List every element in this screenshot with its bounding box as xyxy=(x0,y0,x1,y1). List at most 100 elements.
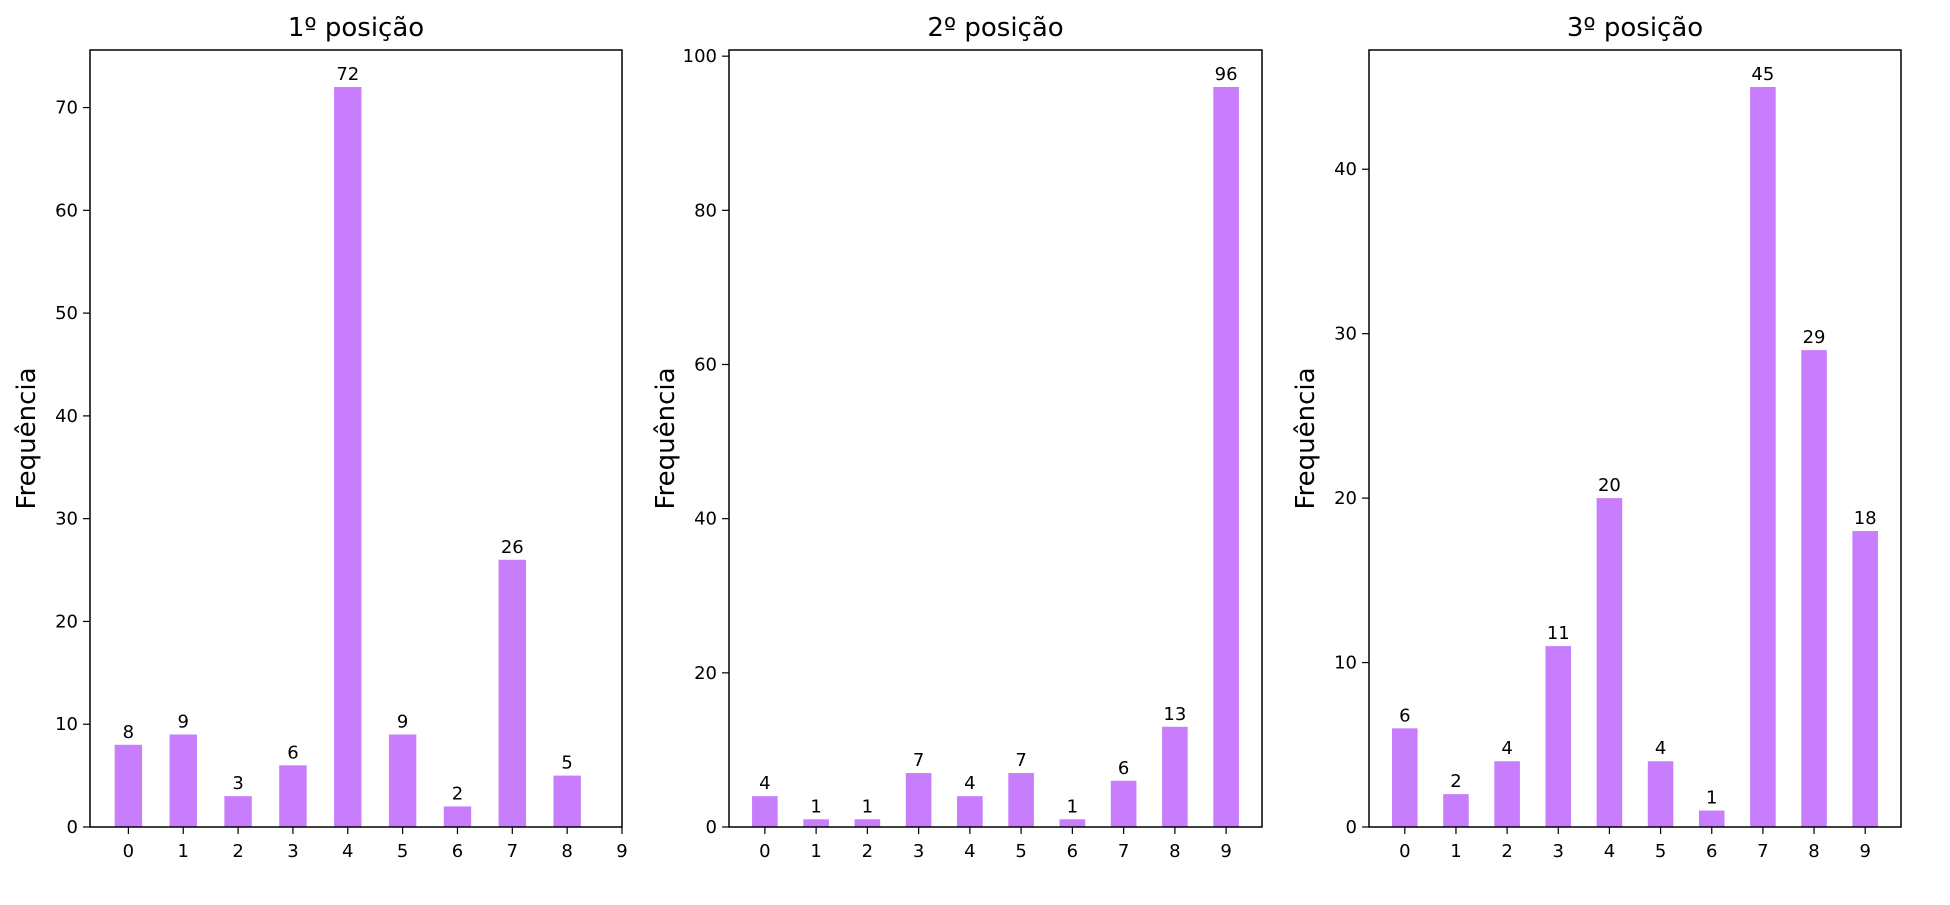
y-tick-label: 20 xyxy=(1334,488,1357,509)
data-label-0: 6 xyxy=(1399,705,1410,726)
y-tick-label: 60 xyxy=(55,200,78,221)
bar-0 xyxy=(1392,728,1418,827)
x-tick-label: 2 xyxy=(232,841,243,862)
x-tick-label: 6 xyxy=(1067,841,1078,862)
bar-3 xyxy=(905,773,932,827)
data-label-2: 1 xyxy=(862,796,873,817)
bar-0 xyxy=(114,744,143,827)
x-tick-label: 0 xyxy=(123,841,134,862)
data-label-2: 3 xyxy=(232,773,243,794)
x-tick-label: 5 xyxy=(397,841,408,862)
bar-1 xyxy=(803,819,829,827)
bar-3 xyxy=(279,765,307,827)
data-label-9: 96 xyxy=(1215,64,1238,85)
y-tick-label: 10 xyxy=(55,714,78,735)
x-tick-label: 5 xyxy=(1655,841,1666,862)
data-label-1: 2 xyxy=(1450,771,1461,792)
x-tick-label: 8 xyxy=(561,841,572,862)
bar-9 xyxy=(1213,87,1239,827)
bar-6 xyxy=(1698,810,1725,827)
data-label-6: 2 xyxy=(452,783,463,804)
data-label-3: 7 xyxy=(913,750,924,771)
bar-9 xyxy=(1852,531,1878,827)
bar-4 xyxy=(957,796,983,827)
y-tick-label: 70 xyxy=(55,98,78,119)
data-label-4: 4 xyxy=(964,773,975,794)
bar-4 xyxy=(334,87,362,827)
y-tick-label: 50 xyxy=(55,303,78,324)
y-tick-label: 40 xyxy=(55,406,78,427)
x-tick-label: 8 xyxy=(1808,841,1819,862)
data-label-1: 1 xyxy=(810,796,821,817)
x-tick-label: 3 xyxy=(1553,841,1564,862)
x-tick-label: 5 xyxy=(1015,841,1026,862)
axes-frame xyxy=(89,49,623,828)
data-label-0: 4 xyxy=(759,773,770,794)
x-tick-label: 2 xyxy=(862,841,873,862)
bar-5 xyxy=(388,734,417,827)
data-label-0: 8 xyxy=(123,722,134,743)
chart-title: 3º posição xyxy=(1567,13,1703,43)
bar-7 xyxy=(1110,780,1137,827)
bar-8 xyxy=(1162,726,1188,827)
x-tick-label: 4 xyxy=(342,841,353,862)
x-tick-label: 9 xyxy=(1220,841,1231,862)
bar-5 xyxy=(1008,773,1034,827)
data-label-6: 1 xyxy=(1067,796,1078,817)
bar-4 xyxy=(1596,498,1623,827)
bar-6 xyxy=(443,806,472,827)
y-tick-label: 0 xyxy=(1346,817,1357,838)
chart-title: 2º posição xyxy=(927,13,1063,43)
data-label-9: 18 xyxy=(1854,508,1877,529)
data-label-7: 6 xyxy=(1118,758,1129,779)
x-tick-label: 1 xyxy=(1450,841,1461,862)
y-tick-label: 0 xyxy=(67,817,78,838)
x-tick-label: 6 xyxy=(452,841,463,862)
axes-frame xyxy=(1368,49,1902,828)
axes-frame xyxy=(728,49,1263,828)
y-axis-label: Frequência xyxy=(12,367,42,509)
data-label-7: 45 xyxy=(1751,64,1774,85)
y-tick-label: 100 xyxy=(683,46,717,67)
x-tick-label: 3 xyxy=(287,841,298,862)
bar-2 xyxy=(1494,761,1520,827)
y-tick-label: 80 xyxy=(694,200,717,221)
x-tick-label: 9 xyxy=(1859,841,1870,862)
x-tick-label: 7 xyxy=(1757,841,1768,862)
y-tick-label: 60 xyxy=(694,355,717,376)
data-label-8: 5 xyxy=(561,753,572,774)
y-tick-label: 20 xyxy=(694,663,717,684)
y-tick-label: 40 xyxy=(1334,159,1357,180)
bar-7 xyxy=(1750,87,1776,827)
bar-8 xyxy=(1801,350,1827,827)
bar-7 xyxy=(498,559,527,827)
data-label-7: 26 xyxy=(501,537,524,558)
x-tick-label: 8 xyxy=(1169,841,1180,862)
bar-8 xyxy=(553,775,581,827)
y-tick-label: 10 xyxy=(1334,653,1357,674)
y-tick-label: 30 xyxy=(1334,324,1357,345)
data-label-8: 29 xyxy=(1803,327,1826,348)
data-label-3: 6 xyxy=(287,742,298,763)
bar-0 xyxy=(752,796,778,827)
data-label-5: 9 xyxy=(397,712,408,733)
bar-2 xyxy=(854,819,881,827)
x-tick-label: 1 xyxy=(810,841,821,862)
chart-panel-2: 4 1 1 7 4 7 1 6 13 96 0 1 2 3 4 5 6 7 8 9 0 20 40 60 80 100 2º pos… xyxy=(651,13,1263,862)
y-tick-label: 0 xyxy=(706,817,717,838)
x-tick-label: 2 xyxy=(1501,841,1512,862)
data-label-3: 11 xyxy=(1547,623,1570,644)
y-tick-label: 20 xyxy=(55,611,78,632)
x-tick-label: 0 xyxy=(1399,841,1410,862)
x-tick-label: 1 xyxy=(178,841,189,862)
x-tick-label: 7 xyxy=(1118,841,1129,862)
data-label-8: 13 xyxy=(1163,704,1186,725)
x-tick-label: 6 xyxy=(1706,841,1717,862)
y-tick-label: 40 xyxy=(694,509,717,530)
bar-5 xyxy=(1647,761,1674,827)
chart-title: 1º posição xyxy=(288,13,424,43)
data-label-5: 7 xyxy=(1015,750,1026,771)
